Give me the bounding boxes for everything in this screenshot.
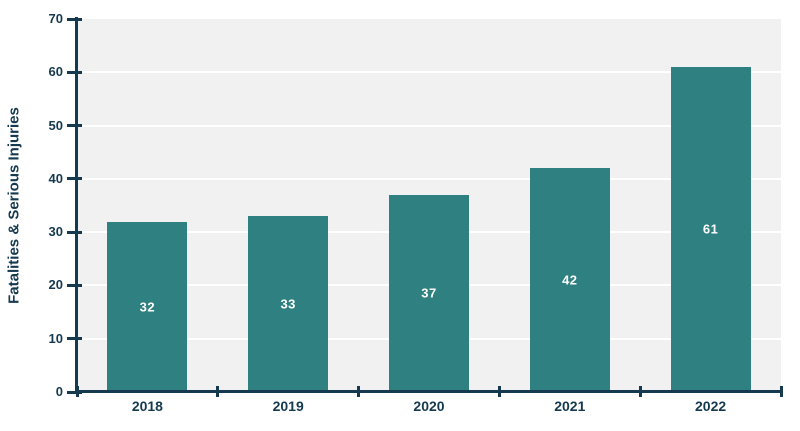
plot-area: 32 33 37 42 61 (77, 19, 781, 392)
x-axis-tick (638, 386, 642, 397)
y-axis-tick-60 (67, 70, 82, 74)
x-axis-label-2022: 2022 (695, 398, 727, 414)
bar-value-label: 37 (421, 285, 437, 301)
y-axis-tick-label: 0 (55, 384, 63, 399)
bar-value-label: 33 (280, 296, 296, 312)
y-axis-tick-50 (67, 124, 82, 128)
y-axis-tick-10 (67, 337, 82, 341)
x-axis-tick (75, 386, 79, 397)
x-axis-label-2019: 2019 (272, 398, 304, 414)
x-axis-label-2021: 2021 (554, 398, 586, 414)
bar-2019: 33 (248, 216, 329, 392)
bar-2022: 61 (670, 66, 751, 392)
x-axis-label-2018: 2018 (131, 398, 163, 414)
x-axis-tick (357, 386, 361, 397)
gridline-60 (77, 71, 781, 74)
y-axis-title: Fatalities & Serious Injuries (5, 107, 23, 304)
y-axis-line (75, 17, 78, 392)
x-axis-tick (779, 386, 783, 397)
bar-value-label: 42 (562, 272, 578, 288)
gridline-50 (77, 124, 781, 127)
y-axis-tick-20 (67, 283, 82, 287)
x-axis-line (75, 390, 781, 393)
y-axis-tick-40 (67, 177, 82, 181)
y-axis-tick-label: 70 (48, 11, 63, 26)
y-axis-tick-label: 20 (48, 277, 63, 293)
y-axis-tick-30 (67, 230, 82, 234)
y-axis-tick-0 (67, 390, 82, 394)
x-axis-tick (497, 386, 501, 397)
bar-2018: 32 (107, 221, 188, 392)
y-axis-tick-label: 10 (48, 330, 63, 346)
bar-value-label: 32 (139, 299, 156, 315)
gridline-40 (77, 177, 781, 180)
y-axis-tick-label: 40 (48, 170, 63, 186)
y-axis-tick-label: 30 (48, 224, 63, 240)
y-axis-tick-70 (67, 17, 82, 21)
y-axis-tick-label: 60 (48, 64, 63, 80)
bar-value-label: 61 (702, 221, 719, 237)
bar-2020: 37 (389, 194, 469, 392)
bar-2021: 42 (529, 168, 610, 392)
x-axis-tick (216, 386, 220, 397)
x-axis-label-2020: 2020 (413, 398, 445, 414)
y-axis-tick-label: 50 (48, 117, 63, 133)
